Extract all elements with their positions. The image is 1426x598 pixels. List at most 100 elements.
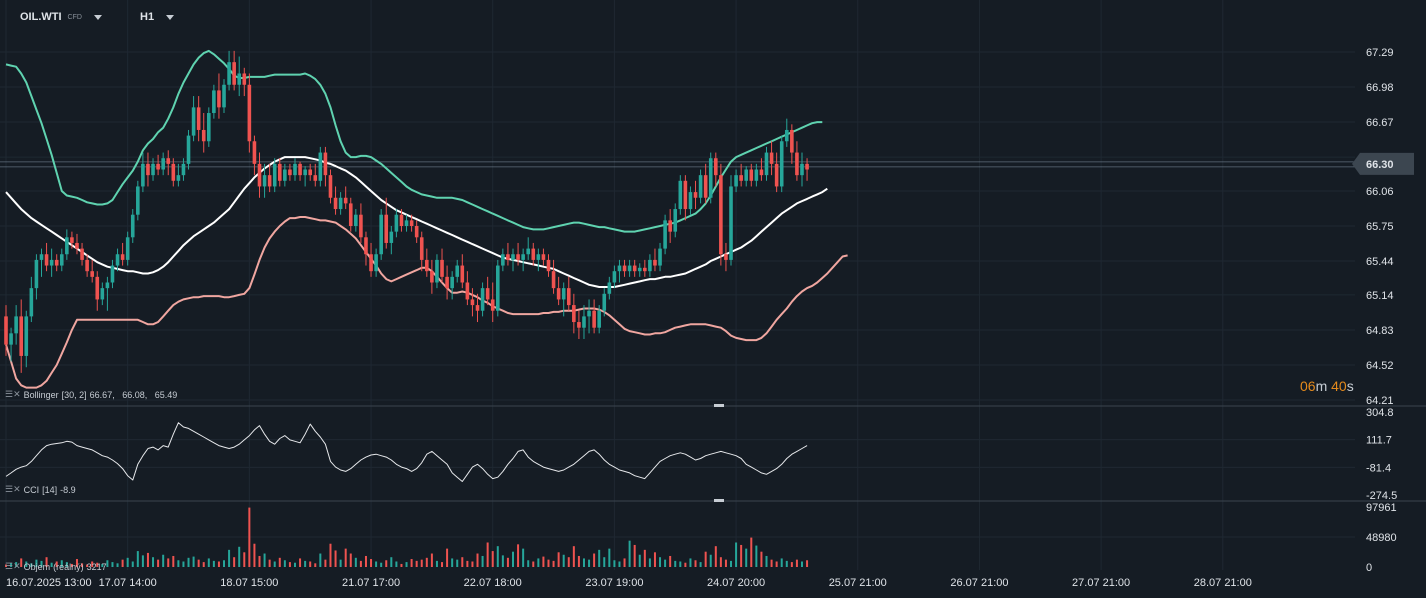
candle-body — [627, 265, 632, 272]
candle-body — [450, 276, 454, 289]
candle-body — [759, 169, 764, 176]
volume-bar — [81, 563, 84, 567]
candle-body — [14, 316, 18, 334]
candle-body — [495, 265, 500, 311]
candle-body — [130, 214, 135, 238]
symbol-selector[interactable]: OIL.WTI CFD — [20, 11, 102, 23]
price-axis-label: 65.75 — [1366, 221, 1394, 233]
indicator-settings-icon[interactable]: ☰✕ — [5, 484, 21, 494]
price-axis-label: 66.98 — [1366, 82, 1394, 94]
candle-body — [551, 271, 556, 289]
countdown-minutes: 06 — [1300, 378, 1316, 394]
volume-bar — [40, 560, 43, 567]
volume-bar — [704, 551, 707, 567]
volume-bar — [243, 552, 246, 567]
candle-body — [729, 186, 733, 260]
volume-bar — [694, 560, 697, 567]
candle-body — [460, 265, 465, 283]
candle-body — [277, 163, 282, 181]
candle-body — [516, 254, 520, 260]
volume-bar — [679, 561, 682, 567]
time-axis-label: 25.07 21:00 — [829, 577, 887, 589]
cci-axis-label: 304.8 — [1366, 407, 1394, 419]
volume-bar — [760, 551, 763, 567]
indicator-settings-icon[interactable]: ☰✕ — [5, 561, 21, 571]
candle-body — [658, 248, 662, 266]
candle-body — [49, 259, 54, 266]
candle-body — [151, 163, 155, 176]
price-axis-label: 65.14 — [1366, 290, 1394, 302]
volume-bar — [359, 560, 362, 567]
timeframe-selector[interactable]: H1 — [140, 11, 175, 23]
volume-bar — [674, 560, 677, 567]
candle-body — [186, 135, 191, 164]
volume-bar — [293, 562, 296, 567]
volume-bar — [405, 562, 408, 567]
panel-resize-handle[interactable] — [714, 404, 724, 407]
candle-body — [531, 248, 536, 260]
price-axis-label: 65.44 — [1366, 256, 1394, 268]
candle-body — [714, 158, 718, 176]
candle-body — [592, 310, 596, 328]
volume-bar — [689, 558, 692, 567]
candle-body — [105, 282, 110, 289]
cci-line — [5, 422, 808, 482]
candle-body — [39, 254, 44, 260]
candle-body — [212, 90, 216, 114]
volume-bar — [157, 559, 160, 567]
bar-countdown: 06m 40s — [1300, 378, 1354, 394]
candle-body — [338, 197, 343, 210]
volume-bar — [96, 562, 99, 567]
volume-bar — [714, 546, 717, 567]
candle-body — [754, 169, 759, 181]
volume-bar — [106, 560, 109, 567]
candle-body — [404, 220, 409, 226]
volume-bar — [349, 553, 352, 567]
candle-body — [303, 169, 307, 176]
volume-bar — [486, 542, 489, 567]
candle-body — [120, 254, 125, 260]
time-axis-label: 28.07 21:00 — [1194, 577, 1252, 589]
panel-resize-handle[interactable] — [714, 499, 724, 502]
volume-bar — [517, 544, 520, 567]
candle-body — [445, 276, 449, 289]
candle-body — [75, 242, 79, 249]
volume-bar — [278, 557, 281, 567]
candle-body — [110, 265, 115, 283]
volume-bar — [263, 553, 266, 567]
cci-legend[interactable]: ☰✕ CCI [14] -8.9 — [5, 484, 76, 495]
volume-bar — [20, 558, 23, 567]
candle-body — [293, 163, 297, 176]
candle-body — [506, 254, 510, 260]
volume-bar — [446, 548, 449, 567]
timeframe-label: H1 — [140, 11, 155, 23]
candle-body — [364, 237, 368, 255]
candle-body — [566, 288, 571, 306]
candle-body — [561, 288, 566, 300]
volume-bar — [141, 555, 144, 567]
bollinger-legend[interactable]: ☰✕ Bollinger [30, 2] 66.67, 66.08, 65.49 — [5, 389, 177, 400]
candle-body — [678, 180, 683, 210]
volume-bar — [790, 562, 793, 567]
indicator-settings-icon[interactable]: ☰✕ — [5, 389, 21, 399]
volume-bar — [461, 557, 464, 567]
candle-body — [252, 141, 257, 164]
candle-body — [369, 254, 373, 272]
volume-bar — [91, 561, 94, 567]
candle-body — [419, 237, 424, 260]
volume-bar — [364, 555, 367, 567]
volume-bar — [633, 544, 636, 567]
candle-body — [227, 62, 231, 85]
price-axis-label: 64.21 — [1366, 395, 1394, 407]
bollinger-middle-band — [5, 156, 828, 288]
candle-body — [617, 265, 622, 272]
volume-axis-label: 48980 — [1366, 532, 1397, 544]
volume-legend[interactable]: ☰✕ Objem (reálný) 3217 — [5, 561, 107, 572]
volume-bar — [481, 555, 484, 567]
volume-bar — [177, 560, 180, 567]
volume-bar — [806, 560, 809, 567]
time-axis-label: 17.07 14:00 — [99, 577, 157, 589]
volume-bar — [628, 540, 631, 567]
volume-bar — [253, 543, 256, 567]
